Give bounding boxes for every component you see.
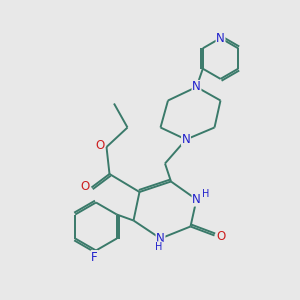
Text: O: O (95, 139, 104, 152)
Text: N: N (216, 32, 225, 45)
Text: N: N (192, 80, 201, 94)
Text: H: H (202, 189, 210, 199)
Text: O: O (80, 179, 89, 193)
Text: F: F (91, 250, 98, 264)
Text: N: N (156, 232, 165, 245)
Text: N: N (192, 193, 201, 206)
Text: O: O (217, 230, 226, 244)
Text: H: H (155, 242, 163, 252)
Text: N: N (182, 133, 190, 146)
